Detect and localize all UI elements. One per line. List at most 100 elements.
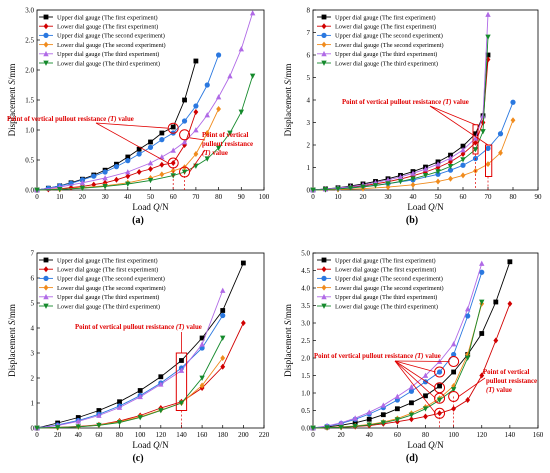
legend-entry: Lower dial gauge (The first experiment) xyxy=(57,267,158,274)
data-point xyxy=(310,425,316,431)
data-point xyxy=(435,178,441,185)
legend-marker xyxy=(43,32,49,39)
data-point xyxy=(397,179,404,185)
data-point xyxy=(473,131,478,137)
data-point xyxy=(125,173,131,180)
x-tick-label: 160 xyxy=(533,431,544,439)
data-point xyxy=(181,139,188,145)
data-point xyxy=(170,167,176,174)
data-point xyxy=(159,161,165,168)
x-tick-label: 30 xyxy=(102,193,110,201)
data-point xyxy=(204,112,210,118)
x-tick-label: 10 xyxy=(56,193,64,201)
data-point xyxy=(485,56,491,63)
x-tick-label: 20 xyxy=(360,193,368,201)
data-point xyxy=(435,164,441,171)
data-point xyxy=(125,158,131,164)
data-point xyxy=(102,175,108,181)
data-point xyxy=(493,299,499,305)
series xyxy=(34,10,256,193)
highlight-circle xyxy=(434,392,446,404)
data-point xyxy=(485,11,491,17)
data-point xyxy=(497,131,504,137)
y-tick-label: 2.0 xyxy=(301,355,310,363)
data-point xyxy=(347,185,354,191)
data-point xyxy=(464,355,471,361)
data-point xyxy=(199,341,205,347)
data-point xyxy=(394,393,401,399)
data-point xyxy=(178,367,185,373)
data-point xyxy=(408,388,415,394)
data-point xyxy=(117,399,122,405)
series-line xyxy=(312,303,511,429)
legend-entry: Lower dial gauge (The first experiment) xyxy=(57,24,158,31)
legend-marker xyxy=(43,284,49,291)
data-point xyxy=(147,160,154,166)
x-tick-label: 40 xyxy=(410,193,418,201)
legend-entry: Lower dial gauge (The third experiment) xyxy=(335,60,438,67)
data-point xyxy=(125,154,131,160)
data-point xyxy=(220,355,226,361)
legend-entry: Lower dial gauge (The second experiment) xyxy=(335,42,444,49)
annotation-arrow xyxy=(429,105,489,146)
data-point xyxy=(510,117,516,124)
data-point xyxy=(410,176,416,182)
data-point xyxy=(75,418,81,424)
y-tick-label: 0.0 xyxy=(301,425,310,433)
y-tick-label: 6 xyxy=(307,52,311,60)
y-tick-label: 4 xyxy=(307,97,311,105)
annotation-arrow xyxy=(394,360,436,399)
x-tick-label: 90 xyxy=(535,193,543,201)
panel-label: (c) xyxy=(132,453,143,464)
x-tick-label: 60 xyxy=(460,193,468,201)
series xyxy=(310,52,491,193)
data-point xyxy=(479,331,485,336)
data-point xyxy=(385,176,391,183)
data-point xyxy=(473,139,478,146)
data-point xyxy=(408,412,415,418)
y-tick-label: 1.5 xyxy=(25,97,34,105)
data-point xyxy=(352,420,358,426)
data-point xyxy=(204,82,210,88)
series-line xyxy=(36,75,254,191)
annotation-text: Point of vertical pullout resistance (T)… xyxy=(75,324,202,331)
annotation-text: pullout resistance xyxy=(486,378,537,385)
x-axis-label: Load Q/N xyxy=(407,440,444,450)
x-tick-label: 40 xyxy=(124,193,132,201)
legend-entry: Lower dial gauge (The first experiment) xyxy=(335,24,436,31)
legend: Upper dial gauge (The first experiment) L… xyxy=(39,257,166,310)
data-point xyxy=(380,402,387,408)
legend-entry: Upper dial gauge (The third experiment) xyxy=(335,294,437,301)
annotation-arrow xyxy=(394,360,436,414)
data-point xyxy=(75,424,81,430)
annotation-text: Point of vertical pullout resistance (T)… xyxy=(7,116,134,123)
data-point xyxy=(465,313,471,319)
data-point xyxy=(158,408,164,414)
legend-entry: Upper dial gauge (The first experiment) xyxy=(335,257,436,264)
data-point xyxy=(422,166,429,172)
data-point xyxy=(125,181,131,187)
data-point xyxy=(79,177,85,183)
data-point xyxy=(238,109,244,115)
y-tick-label: 4 xyxy=(31,325,35,333)
data-point xyxy=(409,400,414,406)
legend-entry: Lower dial gauge (The first experiment) xyxy=(335,267,436,274)
legend-marker xyxy=(43,41,49,48)
data-point xyxy=(216,52,222,58)
series xyxy=(310,56,491,193)
data-point xyxy=(136,151,142,157)
highlight-box xyxy=(485,144,493,177)
data-point xyxy=(451,351,457,358)
x-axis-label: Load Q/N xyxy=(132,440,169,450)
data-point xyxy=(79,185,86,192)
data-point xyxy=(480,119,486,126)
data-point xyxy=(394,417,401,423)
legend-marker xyxy=(321,284,327,291)
data-point xyxy=(216,106,221,112)
data-point xyxy=(181,118,188,124)
data-point xyxy=(114,176,119,183)
x-tick-label: 60 xyxy=(394,431,402,439)
legend-marker xyxy=(321,275,327,281)
x-tick-label: 50 xyxy=(435,193,443,201)
